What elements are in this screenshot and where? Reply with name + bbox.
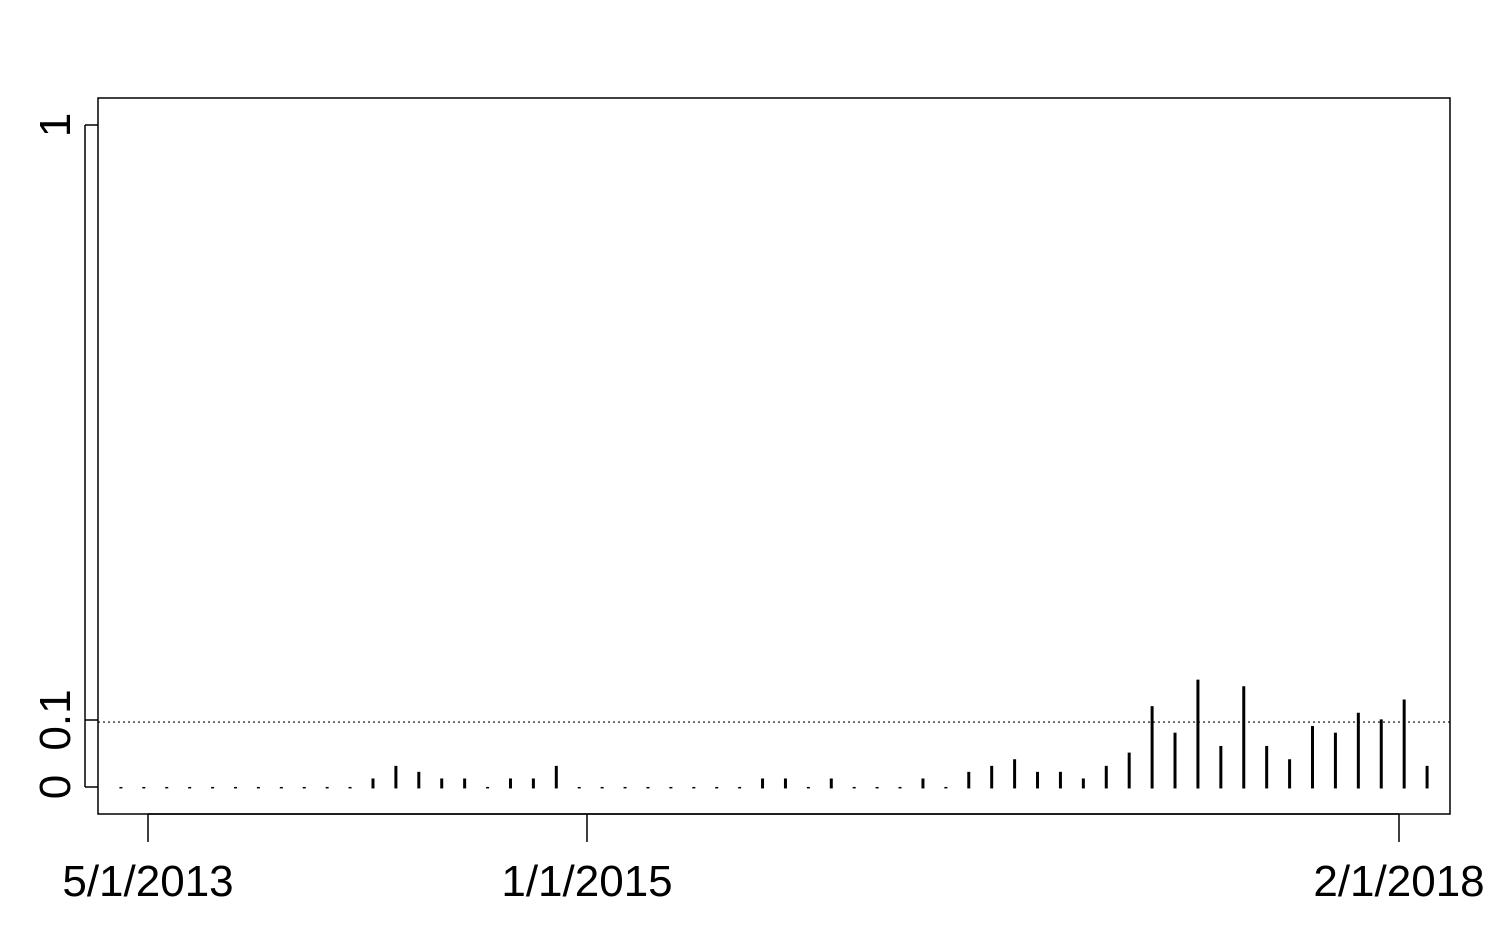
x-tick-label: 1/1/2015 — [501, 857, 672, 906]
y-tick-label: 0 — [31, 775, 80, 799]
bars-layer — [119, 679, 1429, 789]
y-tick-label: 1 — [31, 113, 80, 137]
x-tick-label: 2/1/2018 — [1313, 857, 1484, 906]
y-axis: 0 0.1 1 — [31, 113, 98, 799]
y-tick-label: 0.1 — [31, 689, 80, 750]
x-tick-label: 5/1/2013 — [62, 857, 233, 906]
x-axis: 5/1/2013 1/1/2015 2/1/2018 — [62, 813, 1485, 906]
